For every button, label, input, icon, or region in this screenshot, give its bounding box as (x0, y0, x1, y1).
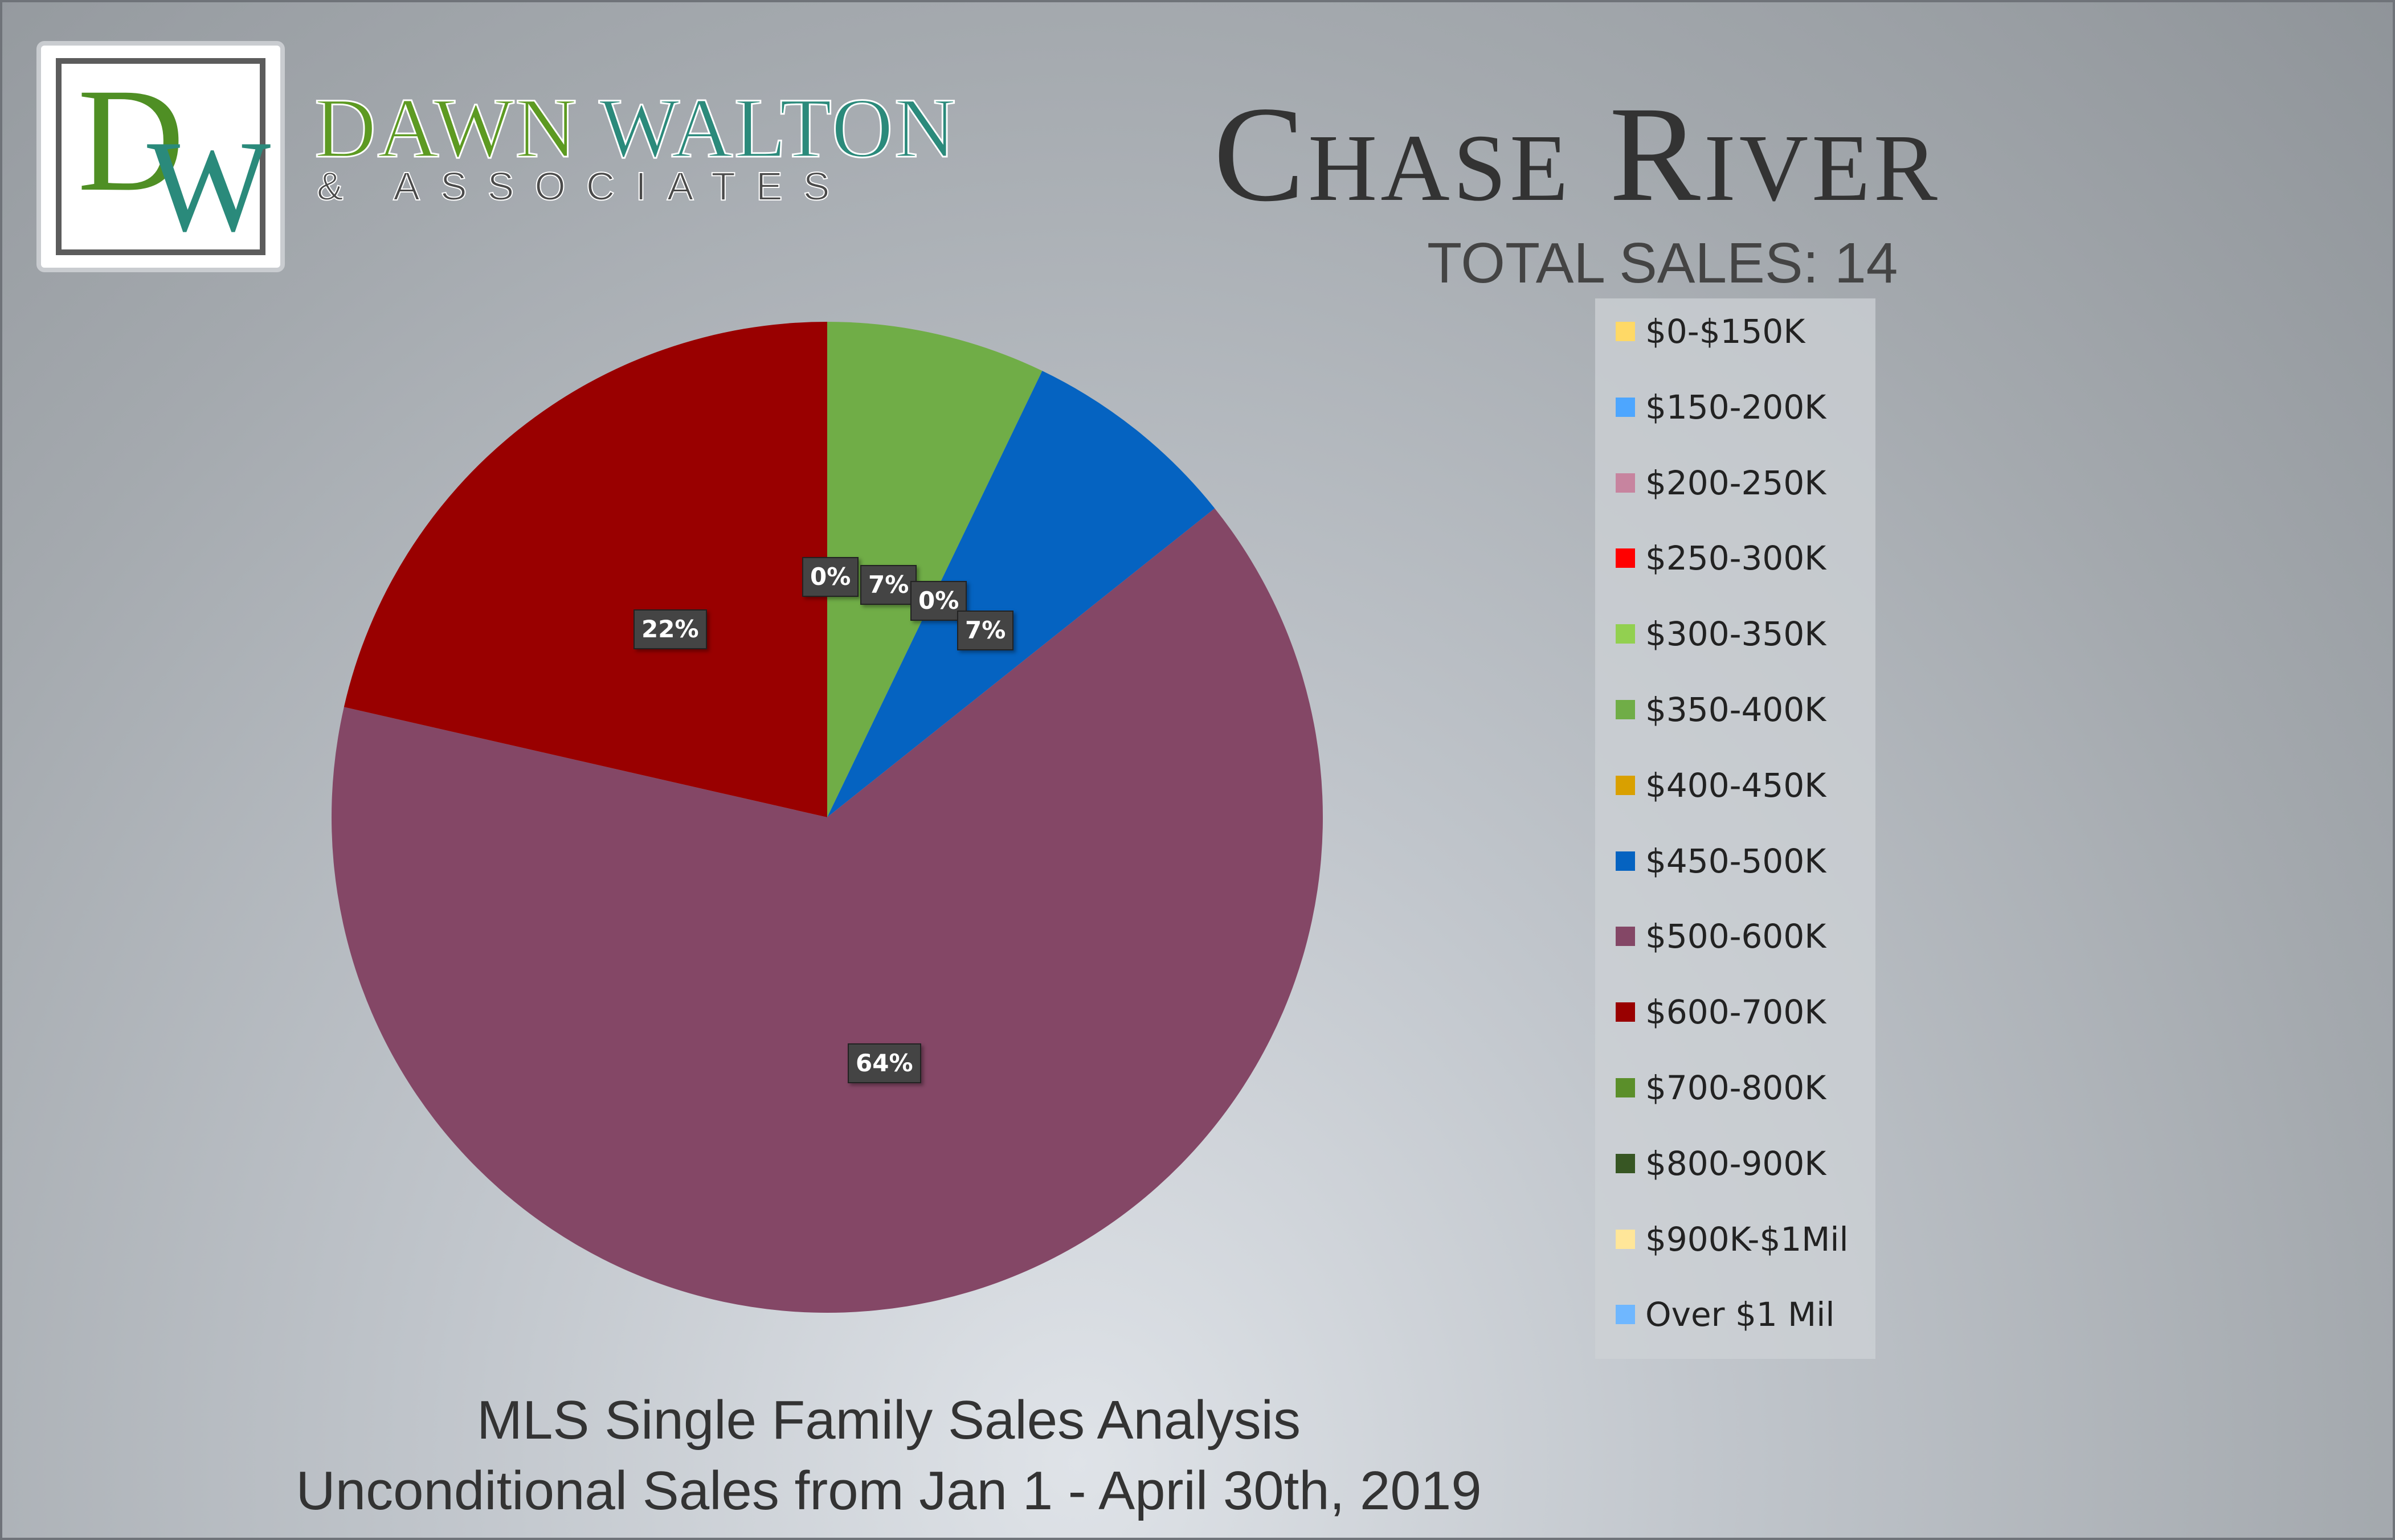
legend-swatch (1616, 624, 1635, 644)
legend-swatch (1616, 1153, 1635, 1173)
legend-item: $250-300K (1616, 535, 1826, 581)
legend-item: $900K-$1Mil (1616, 1217, 1849, 1262)
legend-item: $150-200K (1616, 384, 1826, 430)
pie-slice-500-600k (332, 508, 1323, 1313)
brand-first-name: DAWN (314, 81, 578, 175)
legend-item: $800-900K (1616, 1141, 1826, 1186)
legend-label: $0-$150K (1645, 312, 1805, 351)
legend-swatch (1616, 1002, 1635, 1022)
legend-item: $300-350K (1616, 611, 1826, 657)
legend-item: $200-250K (1616, 460, 1826, 506)
legend-item: $350-400K (1616, 687, 1826, 732)
pie-data-label: 22% (634, 609, 707, 649)
legend-item: $700-800K (1616, 1065, 1826, 1111)
legend: $0-$150K $150-200K $200-250K $250-300K $300-… (1595, 298, 1875, 1359)
legend-label: $900K-$1Mil (1645, 1219, 1849, 1259)
total-sales: TOTAL SALES: 14 (1427, 231, 1898, 295)
legend-swatch (1616, 473, 1635, 493)
legend-item: $0-$150K (1616, 309, 1805, 354)
chart-title: Chase River (1213, 78, 1941, 230)
pie-data-label: 0% (802, 557, 859, 597)
pie-data-label: 7% (957, 611, 1014, 650)
legend-swatch (1616, 927, 1635, 947)
legend-swatch (1616, 322, 1635, 341)
legend-item: $400-450K (1616, 763, 1826, 808)
footer-title: MLS Single Family Sales Analysis (477, 1390, 1301, 1451)
legend-swatch (1616, 548, 1635, 568)
legend-label: $350-400K (1645, 690, 1826, 729)
legend-label: $300-350K (1645, 615, 1826, 654)
legend-label: $800-900K (1645, 1144, 1826, 1183)
brand-name: DAWN WALTON (314, 85, 957, 172)
legend-swatch (1616, 1229, 1635, 1249)
logo-monogram-frame: D W (56, 58, 271, 255)
pie-slice-350-400k (827, 322, 1043, 817)
legend-label: $500-600K (1645, 917, 1826, 956)
logo-monogram-d: D (77, 58, 185, 222)
logo: D W (36, 41, 285, 272)
legend-swatch (1616, 775, 1635, 795)
legend-label: $150-200K (1645, 387, 1826, 427)
legend-label: $400-450K (1645, 765, 1826, 805)
legend-item: $600-700K (1616, 989, 1826, 1035)
legend-swatch (1616, 397, 1635, 417)
legend-swatch (1616, 851, 1635, 871)
pie-data-label: 64% (848, 1043, 921, 1083)
legend-item: Over $1 Mil (1616, 1292, 1834, 1337)
legend-label: $250-300K (1645, 539, 1826, 578)
legend-label: $600-700K (1645, 993, 1826, 1032)
pie-slice-600-700k (344, 322, 827, 817)
legend-label: Over $1 Mil (1645, 1295, 1835, 1334)
pie-data-label: 7% (860, 565, 917, 605)
brand-subtitle: & ASSOCIATES (316, 164, 851, 208)
pie-slice-450-500k (827, 371, 1215, 817)
legend-label: $700-800K (1645, 1068, 1826, 1107)
legend-label: $450-500K (1645, 841, 1826, 880)
legend-swatch (1616, 700, 1635, 719)
legend-swatch (1616, 1305, 1635, 1325)
legend-item: $500-600K (1616, 914, 1826, 959)
legend-item: $450-500K (1616, 838, 1826, 884)
brand-last-name: WALTON (598, 81, 958, 175)
legend-swatch (1616, 1078, 1635, 1097)
logo-monogram-w: W (147, 113, 271, 259)
legend-label: $200-250K (1645, 463, 1826, 502)
footer-subtitle: Unconditional Sales from Jan 1 - April 3… (296, 1460, 1482, 1521)
